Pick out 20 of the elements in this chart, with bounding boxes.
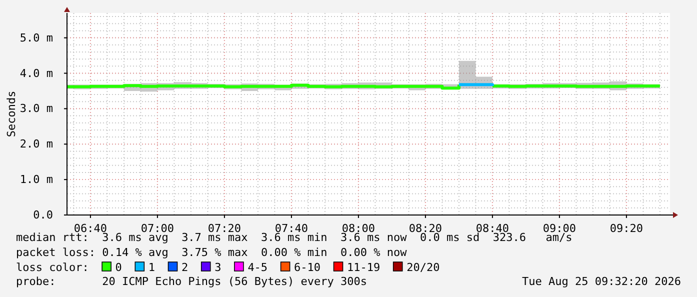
x-tick-label: 09:20 [610,222,644,235]
text: probe: 20 ICMP Echo Pings (56 Bytes) every 300s [16,275,367,288]
y-axis-title: Seconds [5,90,18,138]
legend-label: 1 [148,261,156,274]
legend-label: 2 [182,261,188,274]
legend-title: loss color: [16,261,89,274]
legend-label: 6-10 [294,261,321,274]
y-tick-label: 0.0 [33,208,53,222]
legend-label: 20/20 [406,261,440,274]
legend-label: 11-19 [347,261,380,274]
text: Tue Aug 25 09:32:20 2026 [522,275,681,288]
y-tick-label: 2.0 m [20,138,54,151]
y-tick-label: 1.0 m [20,173,54,186]
y-tick-label: 5.0 m [20,31,54,44]
legend-label: 0 [115,261,122,274]
y-tick-label: 4.0 m [20,66,54,80]
legend-label: 3 [214,261,222,274]
y-tick-label: 3.0 m [20,102,54,116]
text: packet loss: 0.14 % avg 3.75 % max 0.00 % min 0.00 % now [16,246,408,259]
legend-label: 4-5 [248,261,268,274]
